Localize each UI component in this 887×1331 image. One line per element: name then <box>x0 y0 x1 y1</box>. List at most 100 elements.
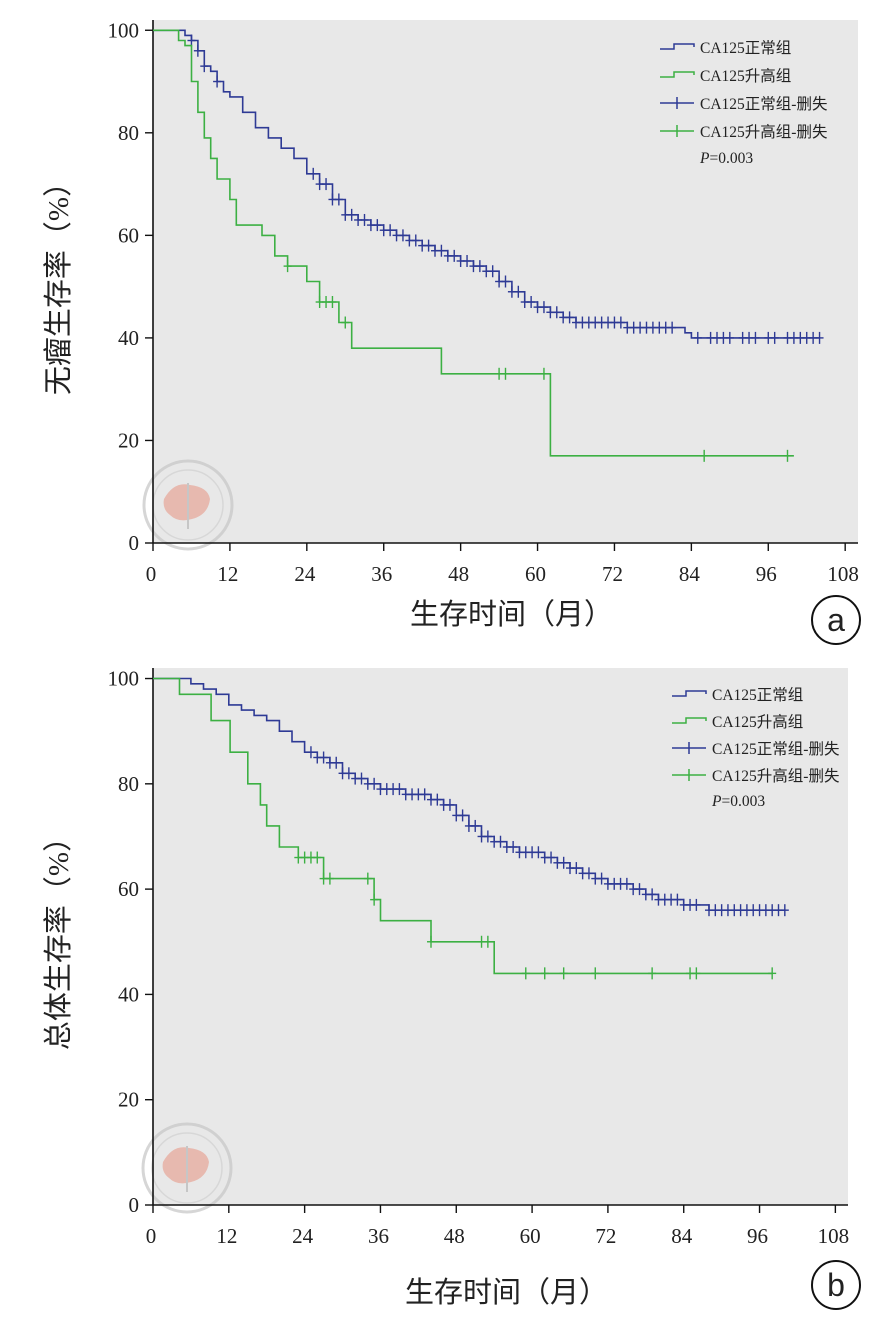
p-value: P=0.003 <box>699 150 753 167</box>
censor-mark <box>552 306 561 319</box>
censor-mark <box>597 872 606 885</box>
censor-mark <box>445 798 454 811</box>
censor-mark <box>584 867 593 880</box>
censor-mark <box>200 60 209 73</box>
censor-mark <box>725 331 734 344</box>
censor-mark <box>565 311 574 324</box>
censor-mark <box>370 893 379 906</box>
x-tick-label: 0 <box>146 1224 157 1248</box>
legend-line-swatch <box>672 690 707 697</box>
censor-mark <box>370 777 379 790</box>
x-tick-label: 84 <box>671 1224 693 1248</box>
y-tick-label: 60 <box>118 877 139 901</box>
legend-item: CA125升高组 <box>672 713 803 731</box>
censor-mark <box>187 34 196 47</box>
censor-mark <box>437 244 446 257</box>
censor-mark <box>635 883 644 896</box>
x-tick-label: 24 <box>292 1224 314 1248</box>
censor-mark <box>450 249 459 262</box>
censor-mark <box>768 967 777 980</box>
censor-mark <box>501 275 510 288</box>
censor-mark <box>692 967 701 980</box>
censor-mark <box>700 449 709 462</box>
censor-mark <box>433 793 442 806</box>
censor-mark <box>547 851 556 864</box>
censor-mark <box>341 316 350 329</box>
x-tick-label: 48 <box>448 562 469 586</box>
censor-mark <box>668 321 677 334</box>
censor-mark <box>648 888 657 901</box>
legend: CA125正常组 CA125升高组 CA125正常组-删失 CA125升高组-删失 P=… <box>660 39 828 167</box>
x-tick-label: 36 <box>371 562 392 586</box>
censor-mark <box>539 367 548 380</box>
x-tick-label: 96 <box>747 1224 768 1248</box>
censor-mark <box>283 260 292 273</box>
censor-mark <box>483 935 492 948</box>
censor-mark <box>693 331 702 344</box>
p-value: P=0.003 <box>711 793 765 810</box>
legend-label: CA125升高组-删失 <box>712 767 840 785</box>
x-tick-label: 72 <box>602 562 623 586</box>
censor-mark <box>328 296 337 309</box>
censor-mark <box>488 265 497 278</box>
panel-label-a: a <box>811 595 861 645</box>
watermark-seal-icon <box>141 1122 233 1214</box>
x-axis-title: 生存时间（月） <box>405 1276 608 1309</box>
censor-mark <box>527 296 536 309</box>
x-tick-label: 60 <box>520 1224 541 1248</box>
legend-label: CA125升高组-删失 <box>700 123 828 141</box>
y-tick-label: 40 <box>118 982 139 1006</box>
censor-mark <box>332 756 341 769</box>
x-tick-label: 36 <box>368 1224 389 1248</box>
censor-mark <box>395 783 404 796</box>
legend-item: CA125升高组-删失 <box>672 767 840 785</box>
legend-item: CA125升高组-删失 <box>660 123 828 141</box>
censor-mark <box>306 746 315 759</box>
censor-mark <box>398 229 407 242</box>
km-curve-elevated <box>153 677 773 975</box>
y-tick-label: 80 <box>118 121 139 145</box>
censor-mark <box>783 449 792 462</box>
censor-mark <box>357 772 366 785</box>
censor-mark <box>483 830 492 843</box>
y-tick-label: 100 <box>108 667 140 691</box>
censor-mark <box>322 178 331 191</box>
censor-mark <box>622 877 631 890</box>
y-axis-title: 无瘤生存率（%） <box>42 168 75 395</box>
legend-item: CA125正常组 <box>660 39 791 57</box>
censor-mark <box>475 260 484 273</box>
x-tick-label: 24 <box>294 562 316 586</box>
x-tick-label: 108 <box>818 1224 850 1248</box>
censor-mark <box>501 367 510 380</box>
censor-mark <box>673 893 682 906</box>
censor-mark <box>463 254 472 267</box>
x-tick-label: 12 <box>217 562 238 586</box>
y-tick-label: 80 <box>118 772 139 796</box>
x-tick-label: 60 <box>525 562 546 586</box>
censor-mark <box>360 213 369 226</box>
panel-letter: b <box>827 1267 845 1303</box>
panel-letter: a <box>827 602 845 638</box>
censor-mark <box>514 285 523 298</box>
censor-mark <box>616 316 625 329</box>
legend: CA125正常组 CA125升高组 CA125正常组-删失 CA125升高组-删失 P=… <box>672 686 840 810</box>
censor-mark <box>496 835 505 848</box>
censor-mark <box>540 967 549 980</box>
censor-mark <box>471 819 480 832</box>
censor-mark <box>648 967 657 980</box>
legend-line-swatch <box>660 71 695 78</box>
y-tick-label: 0 <box>129 531 140 555</box>
y-tick-label: 20 <box>118 1088 139 1112</box>
y-tick-label: 60 <box>118 223 139 247</box>
legend-label: CA125正常组-删失 <box>700 95 828 113</box>
censor-mark <box>344 767 353 780</box>
y-tick-label: 100 <box>108 18 140 42</box>
panel-label-b: b <box>811 1260 861 1310</box>
censor-mark <box>815 331 824 344</box>
censor-mark <box>319 751 328 764</box>
legend-label: CA125正常组 <box>700 39 791 57</box>
censor-mark <box>420 788 429 801</box>
censor-mark <box>424 239 433 252</box>
